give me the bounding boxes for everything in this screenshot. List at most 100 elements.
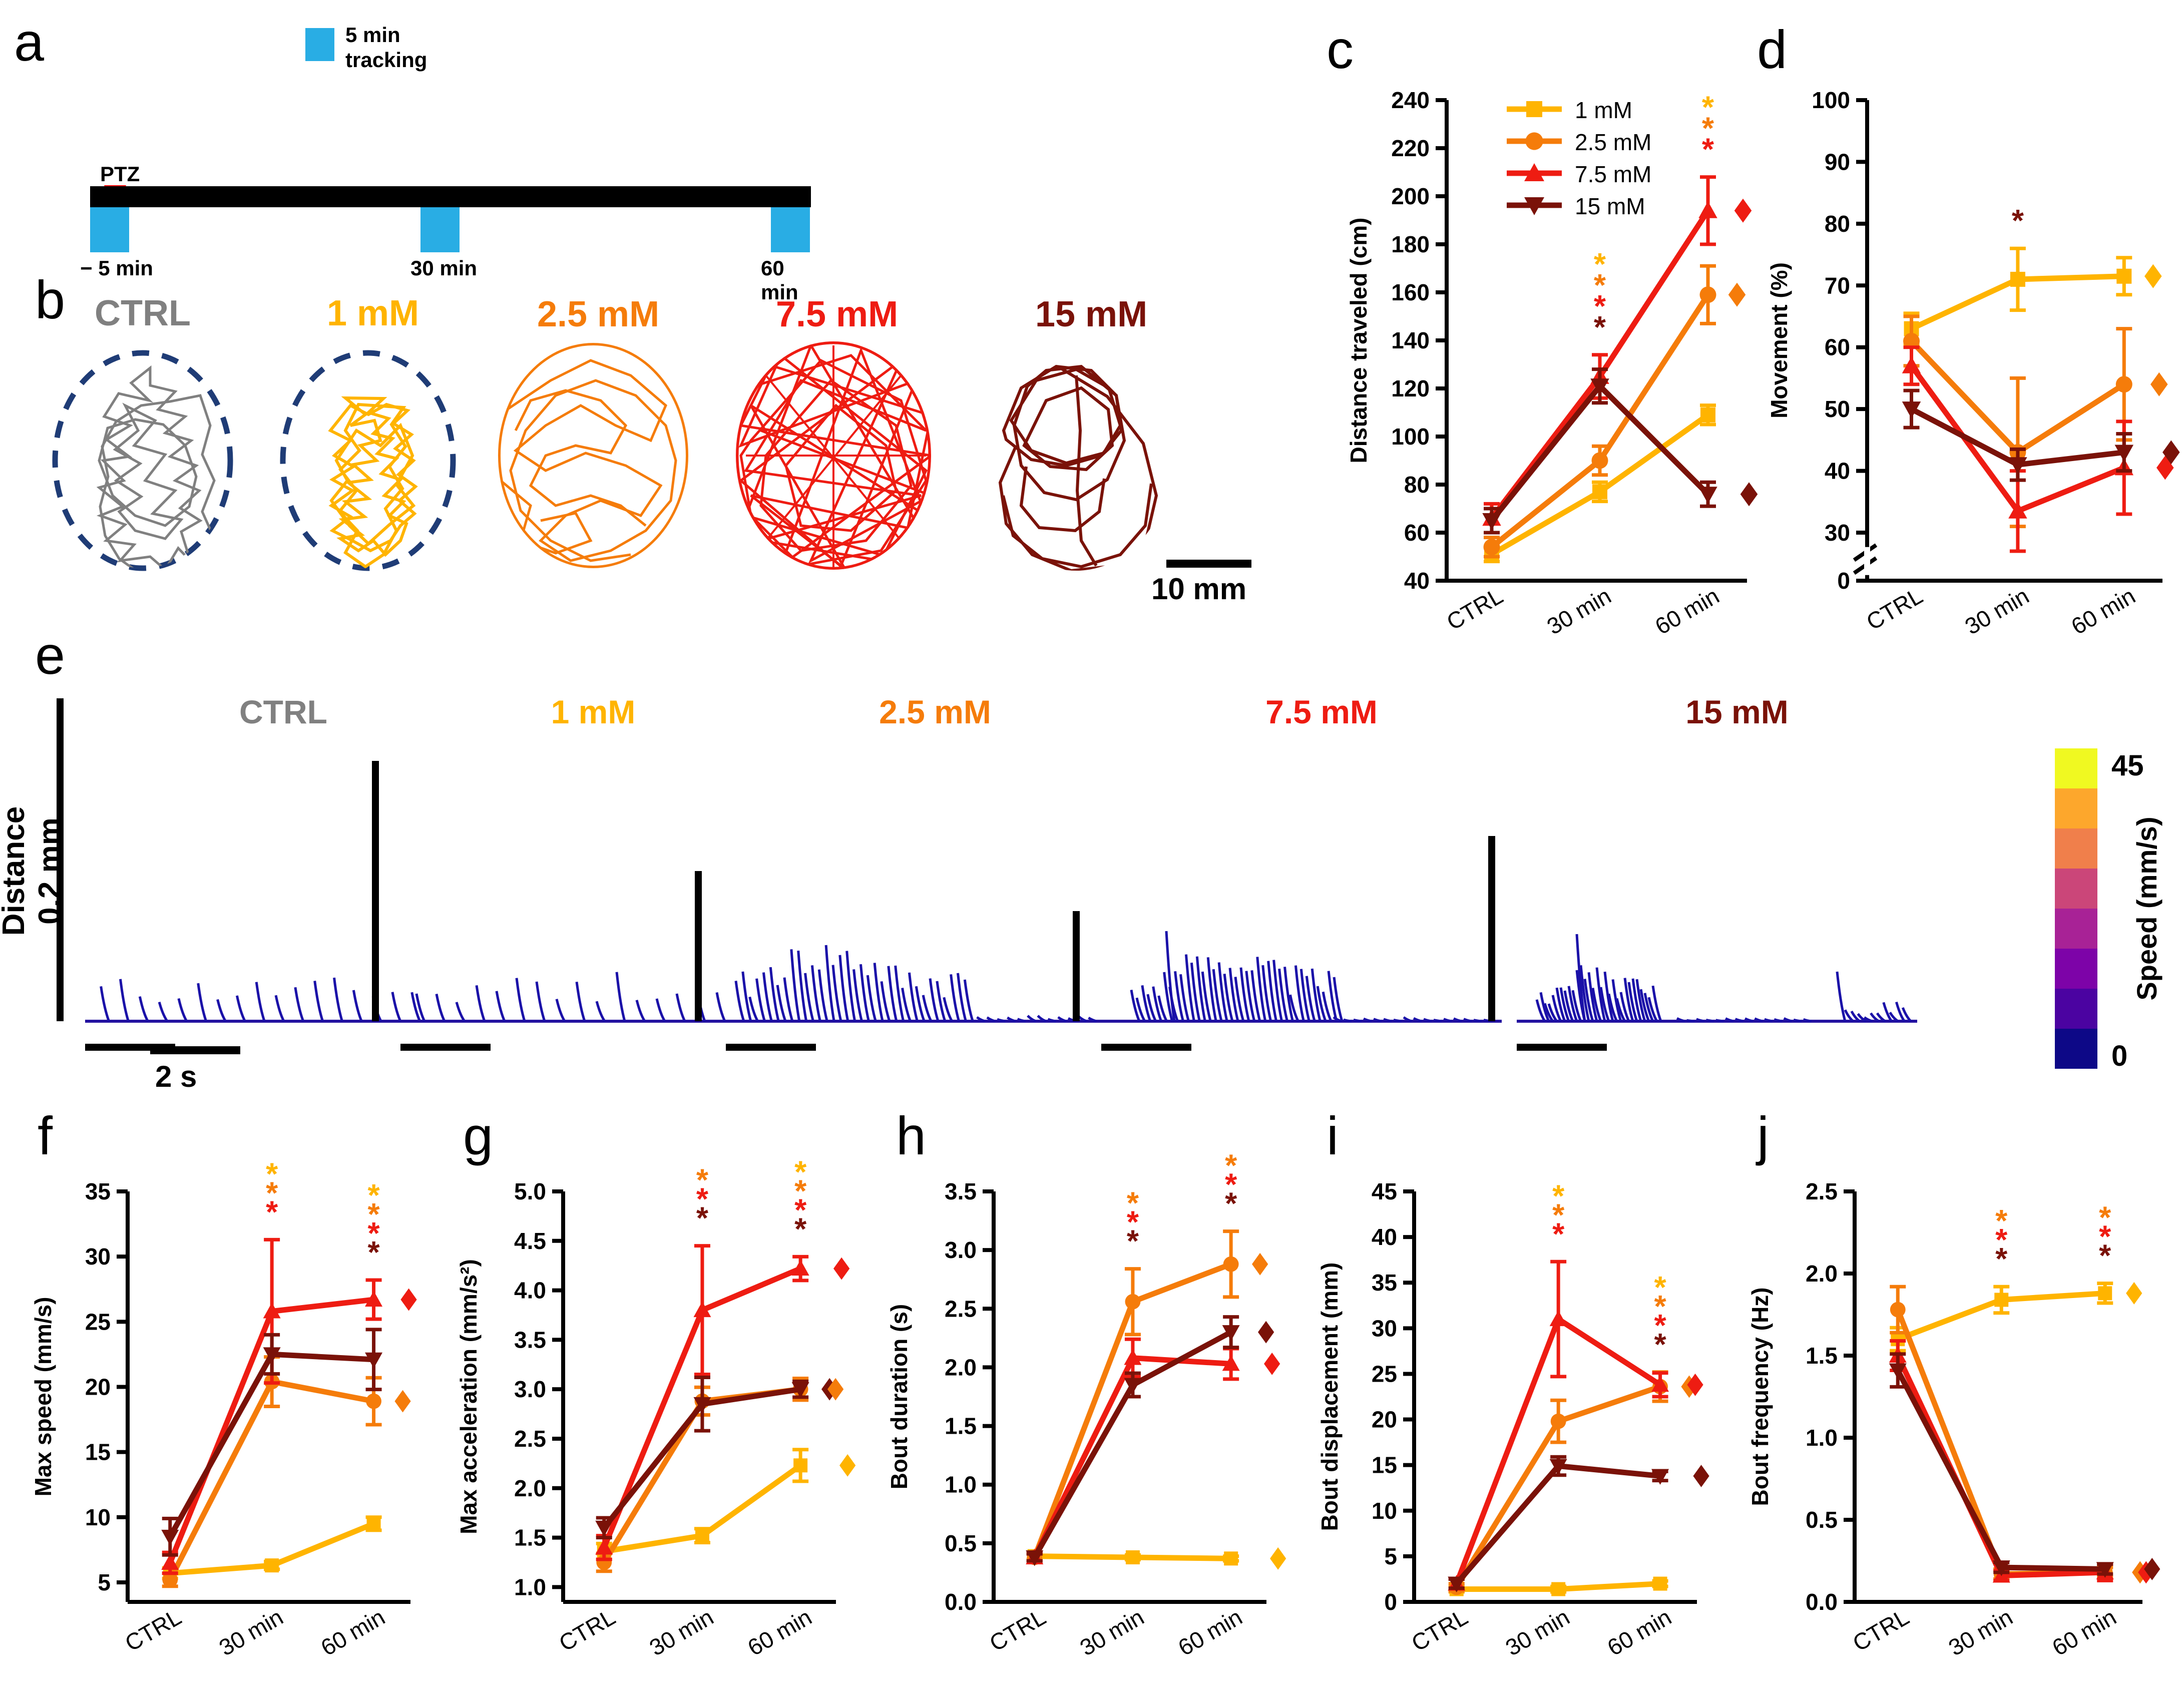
x-axis-tick-label: 30 min: [1075, 1604, 1148, 1661]
significance-star: *: [696, 1163, 709, 1198]
significance-star: *: [2099, 1220, 2111, 1254]
significance-star: *: [266, 1157, 278, 1191]
data-point-marker: [366, 1516, 381, 1531]
svg-text:3.5: 3.5: [945, 1178, 977, 1204]
significance-star: *: [1702, 133, 1714, 167]
svg-text:1.5: 1.5: [514, 1525, 546, 1551]
colorbar-band: [2055, 989, 2097, 1029]
panel-b-title-15mm: 15 mM: [1035, 294, 1147, 334]
svg-text:15: 15: [85, 1439, 111, 1465]
significance-star: *: [367, 1235, 380, 1270]
significance-star: *: [1594, 268, 1606, 303]
arena-outline-ctrl: [52, 350, 233, 571]
colorbar-band: [2055, 1029, 2097, 1069]
svg-text:2.5: 2.5: [945, 1296, 977, 1322]
panel-a-letter: a: [14, 12, 45, 72]
svg-text:15: 15: [1372, 1452, 1397, 1478]
panel-e-ylabel-scale: 0.2 mm: [33, 817, 67, 925]
svg-text:3.0: 3.0: [945, 1237, 977, 1263]
panel-b-title-1mm: 1 mM: [327, 293, 419, 333]
svg-text:160: 160: [1391, 279, 1430, 305]
end-marker: [394, 1390, 411, 1413]
data-point-marker: [1549, 1310, 1567, 1327]
panel-b-title-ctrl: CTRL: [95, 293, 191, 333]
svg-text:45: 45: [1372, 1178, 1397, 1204]
significance-star: *: [2012, 204, 2024, 238]
significance-star: *: [1552, 1179, 1565, 1213]
colorbar-band: [2055, 909, 2097, 949]
panel-e-letter: e: [35, 625, 66, 685]
panel-f-chart: 5 10 15 20 25 30 35 Max speed (mm/s) CTRL 30 min 6…: [20, 1151, 435, 1677]
time-scalebar: [1101, 1044, 1191, 1051]
panel-e-ylabel-distance: Distance: [0, 806, 31, 936]
data-point-marker: [1651, 1376, 1669, 1392]
time-scalebar: [726, 1044, 816, 1051]
panel-b-title-75mm: 7.5 mM: [776, 294, 898, 334]
significance-star: *: [1995, 1223, 2008, 1257]
svg-text:40: 40: [1825, 458, 1850, 484]
svg-text:200: 200: [1391, 183, 1430, 209]
data-point-marker: [263, 1302, 281, 1319]
data-point-marker: [1524, 197, 1544, 215]
data-point-marker: [2010, 271, 2025, 287]
data-point-marker: [162, 1572, 178, 1588]
end-marker: [1270, 1547, 1286, 1570]
significance-star: *: [1654, 1328, 1666, 1362]
legend-label: 1 mM: [1575, 97, 1632, 123]
significance-star: *: [1654, 1271, 1666, 1305]
svg-text:40: 40: [1404, 568, 1430, 594]
panel-c-legend: 1 mM 2.5 mM 7.5 mM 15 mM: [1507, 97, 1651, 219]
significance-star: *: [1225, 1149, 1237, 1183]
track-75mm: [736, 341, 931, 570]
significance-star: *: [1127, 1186, 1139, 1221]
end-marker: [1264, 1353, 1280, 1375]
speed-trace-3: [1101, 721, 1502, 1023]
svg-text:1.0: 1.0: [945, 1472, 977, 1498]
panel-h-chart: 0.0 0.5 1.0 1.5 2.0 2.5 3.0 3.5 Bout duration (s…: [876, 1149, 1291, 1677]
significance-star: *: [794, 1174, 807, 1208]
ptz-label: PTZ: [100, 162, 140, 186]
x-axis-tick-label: 60 min: [316, 1604, 389, 1661]
track-25mm: [498, 343, 688, 568]
panel-g-letter: g: [463, 1105, 494, 1166]
panel-j-letter: j: [1757, 1105, 1769, 1166]
svg-text:220: 220: [1391, 135, 1430, 161]
svg-text:30: 30: [1825, 520, 1850, 546]
significance-star: *: [266, 1195, 278, 1229]
x-axis-tick-label: 60 min: [743, 1604, 816, 1661]
data-point-marker: [1524, 163, 1544, 181]
svg-text:80: 80: [1404, 472, 1430, 498]
series-line-15mM: [1454, 1463, 1661, 1586]
chart-j: 0.0 0.5 1.0 1.5 2.0 2.5 Bout frequency (Hz) CTR…: [1747, 1178, 2160, 1661]
data-point-marker: [1549, 1459, 1567, 1475]
end-marker: [2150, 372, 2168, 396]
significance-star: *: [1594, 289, 1606, 324]
svg-text:0.5: 0.5: [1806, 1507, 1838, 1533]
x-axis-tick-label: 30 min: [215, 1604, 288, 1661]
panel-j-chart: 0.0 0.5 1.0 1.5 2.0 2.5 Bout frequency (Hz) CTR…: [1737, 1151, 2167, 1677]
tracking-block-60: [771, 207, 810, 252]
data-point-marker: [2115, 376, 2132, 393]
data-point-marker: [365, 1291, 383, 1307]
y-axis-label: Movement (%): [1766, 262, 1792, 418]
panel-a-timeline: PTZ − 5 min 30 min 60 min: [60, 125, 811, 304]
svg-text:100: 100: [1391, 424, 1430, 450]
data-point-marker: [793, 1458, 808, 1473]
significance-star: *: [794, 1193, 807, 1227]
svg-text:0.5: 0.5: [945, 1530, 977, 1556]
panel-c-chart: 40 60 80 100 120 140 160 180 200 220 240 Distance t…: [1332, 70, 1767, 656]
data-point-marker: [2114, 445, 2134, 462]
panel-i-letter: i: [1327, 1105, 1339, 1166]
x-axis-tick-label: CTRL: [1848, 1604, 1913, 1656]
data-point-marker: [1653, 1576, 1667, 1591]
end-marker: [2144, 264, 2162, 288]
series-line-25mM: [1895, 1309, 2105, 1577]
svg-text:5: 5: [1384, 1543, 1397, 1569]
data-point-marker: [365, 1352, 383, 1369]
y-axis-label: Distance traveled (cm): [1346, 218, 1372, 464]
svg-text:60: 60: [1404, 520, 1430, 546]
data-point-marker: [1651, 1469, 1669, 1485]
panel-a-legend: 5 min tracking: [220, 20, 671, 120]
data-point-marker: [2116, 268, 2132, 284]
svg-text:5: 5: [98, 1569, 111, 1595]
